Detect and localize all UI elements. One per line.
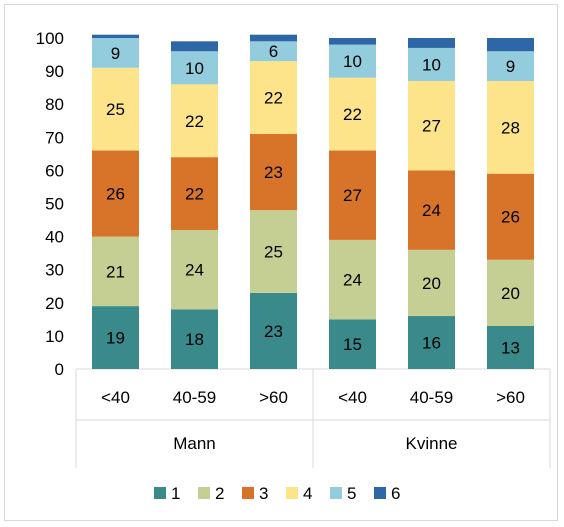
x-category-label: 40-59	[410, 388, 453, 407]
bar-segment-series-2	[487, 259, 534, 326]
data-label: 18	[185, 330, 204, 349]
legend-swatch-series-6	[374, 487, 386, 499]
data-label: 26	[106, 185, 125, 204]
data-label: 20	[422, 274, 441, 293]
data-label: 27	[343, 186, 362, 205]
data-label: 23	[264, 322, 283, 341]
legend-label: 5	[347, 484, 356, 503]
bar-segment-series-2	[408, 249, 455, 317]
bar-segment-series-6	[329, 38, 376, 45]
bar-segment-series-1	[408, 316, 455, 369]
data-label: 22	[343, 105, 362, 124]
data-label: 6	[269, 42, 278, 61]
data-label: 10	[343, 52, 362, 71]
bar-segment-series-1	[487, 325, 534, 369]
data-label: 9	[506, 57, 515, 76]
data-label: 22	[185, 185, 204, 204]
data-label: 16	[422, 334, 441, 353]
bar-segment-series-4	[487, 81, 534, 174]
bar-segment-series-5	[329, 44, 376, 78]
bar-segment-series-3	[329, 150, 376, 240]
bar-segment-series-3	[92, 150, 139, 237]
y-tick-label: 70	[45, 128, 64, 147]
legend-swatch-series-2	[198, 487, 210, 499]
bar-segment-series-3	[487, 173, 534, 260]
x-category-label: <40	[338, 388, 367, 407]
bar-segment-series-3	[408, 170, 455, 250]
bar-segment-series-1	[92, 306, 139, 369]
bar-segment-series-4	[329, 77, 376, 151]
bar-segment-series-2	[92, 236, 139, 307]
legend-label: 6	[391, 484, 400, 503]
y-tick-label: 40	[45, 228, 64, 247]
data-label: 24	[185, 261, 204, 280]
bar-segment-series-6	[408, 38, 455, 48]
bar-segment-series-4	[171, 84, 218, 158]
bar-segment-series-5	[250, 41, 297, 62]
data-label: 10	[185, 59, 204, 78]
data-label: 24	[343, 271, 362, 290]
bar-segment-series-4	[408, 81, 455, 171]
group-label: Kvinne	[406, 434, 458, 453]
group-label: Mann	[173, 434, 216, 453]
legend-swatch-series-1	[154, 487, 166, 499]
data-label: 21	[106, 262, 125, 281]
bar-segment-series-5	[487, 51, 534, 82]
y-tick-label: 60	[45, 161, 64, 180]
bar-segment-series-4	[92, 67, 139, 151]
y-tick-label: 30	[45, 261, 64, 280]
bar-segment-series-5	[171, 51, 218, 85]
legend-swatch-series-3	[242, 487, 254, 499]
data-label: 27	[422, 117, 441, 136]
bar-segment-series-3	[171, 157, 218, 230]
data-label: 9	[111, 44, 120, 63]
x-category-label: >60	[259, 388, 288, 407]
data-label: 25	[264, 242, 283, 261]
bar-segment-series-2	[171, 229, 218, 310]
y-tick-label: 80	[45, 95, 64, 114]
y-tick-label: 20	[45, 294, 64, 313]
bar-segment-series-6	[171, 41, 218, 52]
legend-label: 2	[215, 484, 224, 503]
x-category-label: >60	[496, 388, 525, 407]
bar-segment-series-2	[250, 210, 297, 293]
data-label: 20	[501, 284, 520, 303]
data-label: 22	[185, 112, 204, 131]
x-category-label: <40	[101, 388, 130, 407]
y-tick-label: 10	[45, 327, 64, 346]
y-tick-label: 100	[36, 29, 64, 48]
data-label: 28	[501, 118, 520, 137]
bar-segment-series-2	[329, 239, 376, 320]
data-label: 10	[422, 55, 441, 74]
data-label: 15	[343, 335, 362, 354]
bar-segment-series-6	[487, 38, 534, 52]
bar-segment-series-1	[250, 292, 297, 369]
bar-segment-series-6	[250, 34, 297, 42]
bar-segment-series-5	[408, 47, 455, 82]
legend-label: 3	[259, 484, 268, 503]
data-label: 19	[106, 329, 125, 348]
x-category-label: 40-59	[173, 388, 216, 407]
data-label: 22	[264, 89, 283, 108]
data-label: 23	[264, 163, 283, 182]
bar-segment-series-1	[329, 319, 376, 369]
bar-segment-series-4	[250, 61, 297, 134]
legend-swatch-series-4	[286, 487, 298, 499]
bar-segment-series-1	[171, 309, 218, 369]
data-label: 25	[106, 100, 125, 119]
legend-label: 4	[303, 484, 312, 503]
legend-label: 1	[171, 484, 180, 503]
legend-swatch-series-5	[330, 487, 342, 499]
y-tick-label: 50	[45, 195, 64, 214]
bar-segment-series-5	[92, 38, 139, 68]
bar-segment-series-6	[92, 34, 139, 38]
y-tick-label: 90	[45, 62, 64, 81]
data-label: 24	[422, 201, 441, 220]
data-label: 13	[501, 338, 520, 357]
y-tick-label: 0	[55, 360, 64, 379]
data-label: 26	[501, 208, 520, 227]
bar-segment-series-3	[250, 133, 297, 211]
